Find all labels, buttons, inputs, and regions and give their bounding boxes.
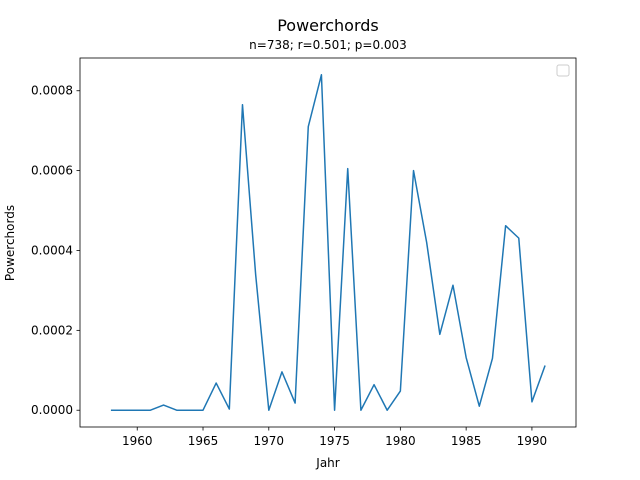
chart-title: Powerchords — [277, 16, 379, 35]
legend — [556, 64, 570, 77]
y-tick-label: 0.0004 — [31, 243, 73, 257]
x-axis-label: Jahr — [315, 456, 339, 470]
axes-frame — [79, 57, 577, 428]
y-tick-label: 0.0002 — [31, 323, 73, 337]
x-tick-label: 1970 — [254, 434, 285, 448]
y-tick-label: 0.0000 — [31, 403, 73, 417]
x-tick-label: 1980 — [385, 434, 416, 448]
x-tick-label: 1985 — [451, 434, 482, 448]
series-line — [110, 74, 546, 411]
y-axis-label: Powerchords — [3, 205, 17, 281]
x-tick-label: 1975 — [319, 434, 350, 448]
legend-box — [556, 64, 570, 77]
x-tick-label: 1990 — [517, 434, 548, 448]
x-tick-label: 1960 — [122, 434, 153, 448]
plot-area: 1960 1965 1970 1975 1980 1985 1990 0.0000 0.0002… — [31, 57, 577, 448]
y-tick-label: 0.0006 — [31, 164, 73, 178]
y-tick-label: 0.0008 — [31, 84, 73, 98]
x-tick-label: 1965 — [188, 434, 219, 448]
chart-subtitle: n=738; r=0.501; p=0.003 — [249, 38, 407, 52]
